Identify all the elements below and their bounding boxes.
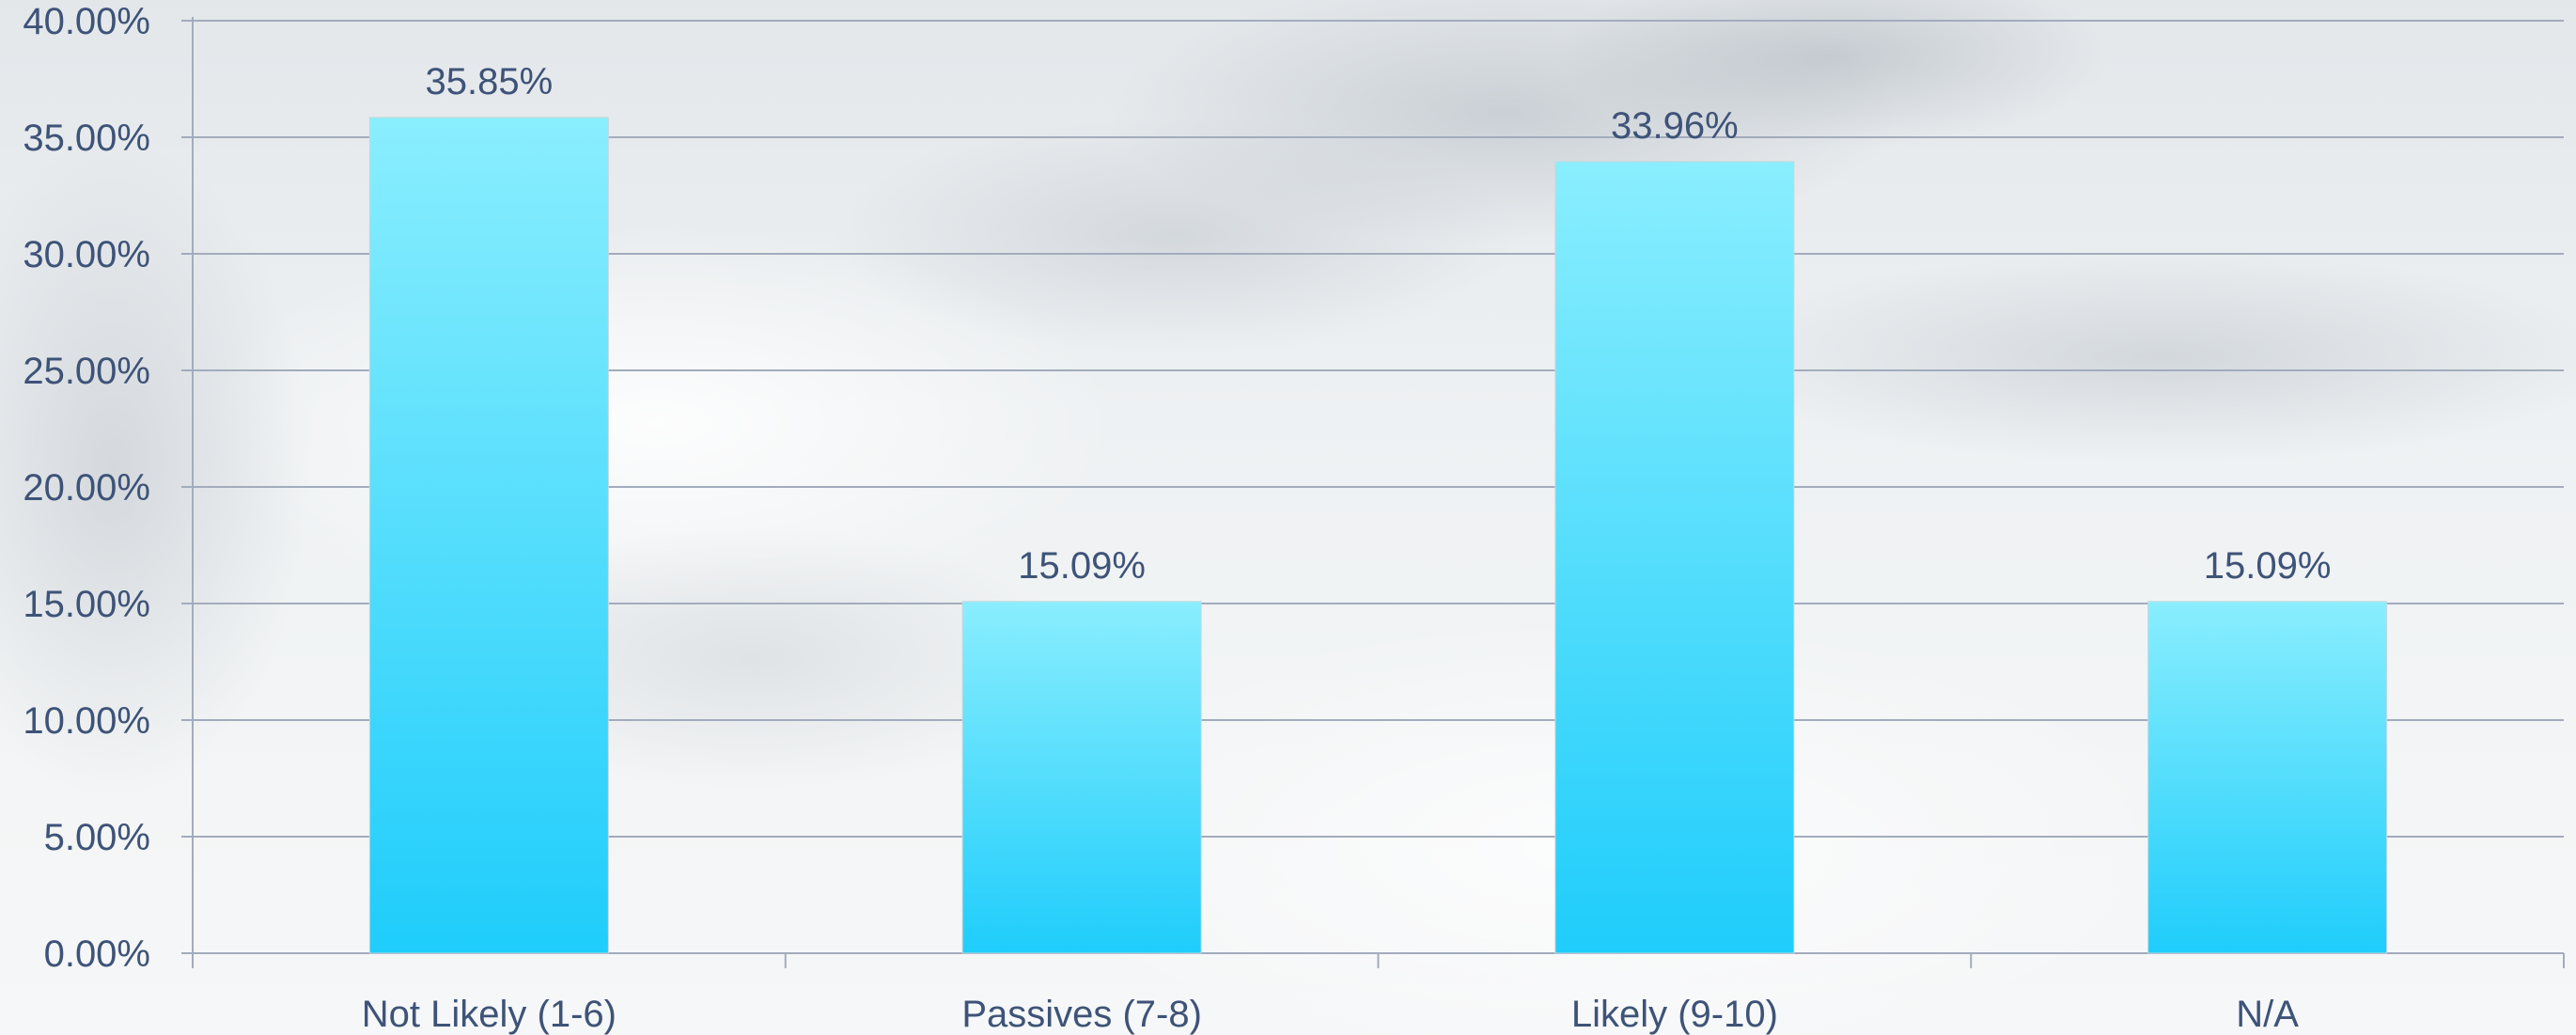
x-axis-category-labels: Not Likely (1-6) Passives (7-8) Likely (9-…	[362, 994, 2300, 1035]
data-labels: 35.85% 15.09% 33.96% 15.09%	[426, 61, 2332, 587]
bar	[961, 601, 1202, 954]
bar	[368, 117, 609, 954]
y-axis-tick-labels: 0.00% 5.00% 10.00% 15.00% 20.00% 25.00% 30.00%…	[23, 1, 150, 975]
y-axis-tick-label: 0.00%	[44, 933, 150, 975]
x-axis-category-label: Likely (9-10)	[1571, 994, 1778, 1035]
bar	[2147, 601, 2388, 954]
y-axis-tick-label: 40.00%	[23, 1, 150, 42]
y-axis-tick-label: 15.00%	[23, 584, 150, 625]
data-label: 35.85%	[426, 61, 554, 102]
x-axis-category-label: Not Likely (1-6)	[362, 994, 617, 1035]
data-label: 33.96%	[1611, 105, 1739, 147]
y-axis-tick-label: 10.00%	[23, 700, 150, 742]
x-axis-category-label: Passives (7-8)	[961, 994, 1202, 1035]
data-label: 15.09%	[2204, 545, 2332, 587]
x-axis-category-label: N/A	[2236, 994, 2299, 1035]
bars	[368, 117, 2388, 954]
y-axis-tick-label: 25.00%	[23, 351, 150, 392]
y-axis-tick-label: 35.00%	[23, 118, 150, 159]
data-label: 15.09%	[1018, 545, 1146, 587]
y-axis-tick-label: 30.00%	[23, 234, 150, 275]
y-axis-tick-label: 20.00%	[23, 467, 150, 509]
bar	[1554, 161, 1795, 954]
y-axis-tick-label: 5.00%	[44, 817, 150, 858]
